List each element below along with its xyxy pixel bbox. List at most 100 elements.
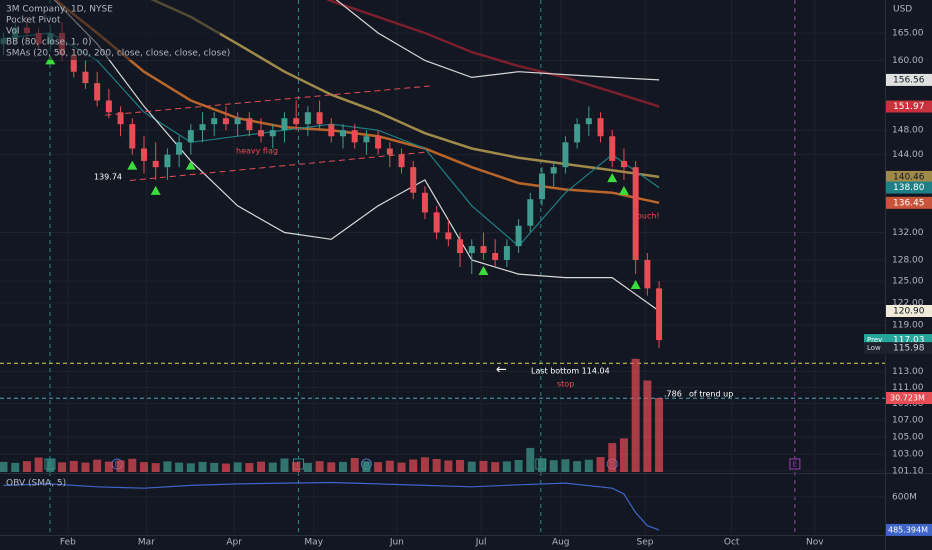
- obv-tag-label: 485.394M: [888, 525, 928, 534]
- candle-body: [351, 130, 358, 143]
- candle-body: [527, 199, 534, 226]
- y-tick-label: 103.00: [892, 450, 924, 460]
- indicator-line: [150, 0, 660, 179]
- price-tag: [886, 181, 932, 194]
- candle-body: [94, 83, 101, 101]
- price-tag-label: 117.03: [893, 336, 925, 346]
- y-tick-label: 122.00: [892, 298, 924, 308]
- candle-body: [386, 148, 393, 155]
- volume-bar: [420, 457, 429, 472]
- volume-bar: [456, 459, 465, 472]
- y-tick-label: 109.00: [892, 399, 924, 409]
- volume-bar: [210, 462, 219, 472]
- y-tick-label: 111.00: [892, 383, 924, 393]
- volume-bar: [619, 438, 628, 472]
- pocket-pivot: [150, 185, 161, 195]
- candle-body: [316, 112, 323, 125]
- price-tag-label: 151.97: [893, 102, 925, 112]
- candle-body: [433, 212, 440, 233]
- pocket-pivot: [127, 160, 138, 170]
- x-tick-label: Nov: [806, 538, 824, 548]
- volume-bar: [584, 459, 593, 472]
- candle-body: [515, 225, 522, 247]
- volume-bar: [491, 462, 500, 472]
- volume-bar: [116, 460, 125, 472]
- x-tick-label: Sep: [637, 538, 654, 548]
- trendline: [105, 85, 430, 116]
- price-tag: [886, 196, 932, 209]
- volume-bar: [303, 462, 312, 472]
- candle-body: [550, 167, 557, 174]
- volume-bar: [104, 461, 113, 472]
- legend-entry: Vol: [6, 27, 19, 37]
- volume-bar: [69, 460, 78, 472]
- annotation: Last bottom 114.04: [531, 367, 610, 376]
- volume-bar: [573, 461, 582, 472]
- y-tick-label: 148.00: [892, 126, 924, 136]
- volume-tag-label: 30.723M: [890, 394, 925, 403]
- volume-bar: [444, 460, 453, 472]
- volume-bar: [362, 461, 371, 472]
- event-label: E: [793, 461, 797, 469]
- volume-bar: [292, 462, 301, 472]
- candle-body: [539, 173, 546, 200]
- candle-body: [176, 142, 183, 155]
- candle-body: [211, 118, 218, 125]
- y-tick-label: 119.00: [892, 321, 924, 331]
- candle-body: [82, 71, 89, 84]
- candle-body: [656, 288, 663, 341]
- y-tick-label: 128.00: [892, 255, 924, 265]
- y-tick-label: 160.00: [892, 56, 924, 66]
- candle-body: [293, 118, 300, 125]
- volume-bar: [561, 459, 570, 472]
- volume-bar: [327, 462, 336, 472]
- y-tick-label: 101.10: [892, 466, 924, 476]
- volume-bar: [409, 459, 418, 472]
- grid: [0, 0, 885, 535]
- candle-body: [246, 118, 253, 131]
- candle-body: [234, 118, 241, 125]
- candle-body: [480, 246, 487, 254]
- volume-bar: [631, 358, 640, 472]
- volume-bar: [268, 462, 277, 472]
- candle-body: [597, 118, 604, 137]
- volume-tag: [886, 392, 932, 405]
- candle-body: [620, 160, 627, 168]
- volume-bar: [502, 461, 511, 472]
- price-tag-label: 115.98: [893, 344, 925, 354]
- y-tick-label: 105.00: [892, 433, 924, 443]
- x-tick-label: Apr: [226, 538, 242, 548]
- candle-body: [117, 112, 124, 125]
- price-tag-label: 136.45: [893, 198, 925, 208]
- candle-body: [363, 136, 370, 143]
- candle-body: [281, 118, 288, 131]
- candle-body: [164, 154, 171, 168]
- volume-bar: [643, 380, 652, 472]
- price-tag-label: 140.46: [893, 172, 925, 182]
- candle-body: [129, 124, 136, 149]
- volume-bar: [58, 462, 67, 472]
- volume-bar: [186, 463, 195, 472]
- legend-entry: BB (80, close, 1, 0): [6, 38, 91, 48]
- x-tick-label: Aug: [552, 538, 570, 548]
- price-tag: [886, 170, 932, 183]
- volume-bar: [233, 462, 242, 472]
- obv-line: [3, 481, 660, 531]
- x-tick-label: May: [304, 538, 323, 548]
- candle-body: [140, 148, 147, 161]
- candle-body: [445, 232, 452, 240]
- indicator-line: [53, 0, 660, 312]
- volume-bar: [374, 462, 383, 472]
- y-tick-label: 132.00: [892, 228, 924, 238]
- y-tick-label: 165.00: [892, 28, 924, 38]
- price-tag-name: Prev: [867, 336, 882, 344]
- volume-bar: [397, 462, 406, 472]
- candle-body: [609, 136, 616, 161]
- volume-bar: [280, 458, 289, 472]
- volume-bar: [93, 459, 102, 472]
- price-tag-name: Low: [867, 344, 881, 352]
- obv-tag: [886, 523, 932, 536]
- candle-body: [70, 54, 77, 72]
- volume-bar: [385, 460, 394, 472]
